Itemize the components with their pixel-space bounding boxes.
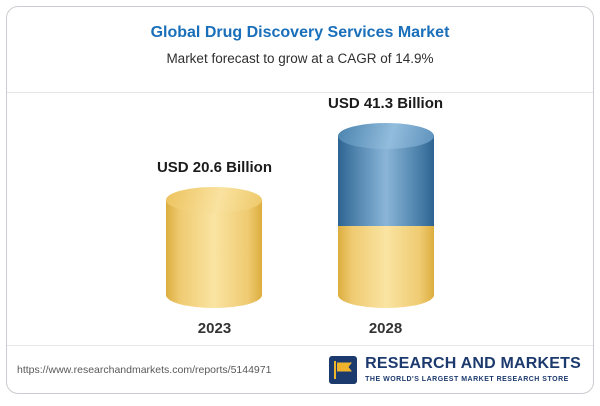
cylinder-bar-chart: USD 20.6 Billion 2023 USD 41.3 Billion 2… <box>7 93 593 345</box>
category-label-2023: 2023 <box>197 320 232 337</box>
cylinder-top-2023 <box>166 187 263 213</box>
bar-2028 <box>337 123 434 308</box>
logo-tagline: THE WORLD'S LARGEST MARKET RESEARCH STOR… <box>365 375 569 383</box>
cylinder-top-2028 <box>337 123 434 149</box>
chart-footer: https://www.researchandmarkets.com/repor… <box>7 345 593 393</box>
flag-icon <box>328 355 358 385</box>
bar-group-2028: USD 41.3 Billion 2028 <box>328 95 443 337</box>
chart-subtitle: Market forecast to grow at a CAGR of 14.… <box>166 51 434 66</box>
cylinder-body-2023 <box>166 200 263 308</box>
researchandmarkets-logo: RESEARCH AND MARKETS THE WORLD'S LARGEST… <box>328 355 581 385</box>
logo-name: RESEARCH AND MARKETS <box>365 355 581 373</box>
cylinder-segment-base-2028 <box>337 226 434 308</box>
chart-card: Global Drug Discovery Services Market Ma… <box>6 6 594 394</box>
bar-group-2023: USD 20.6 Billion 2023 <box>157 159 272 337</box>
page-title: Global Drug Discovery Services Market <box>150 24 450 41</box>
cylinder-segment-junction-2028 <box>337 200 434 226</box>
category-label-2028: 2028 <box>368 320 403 337</box>
value-label-2028: USD 41.3 Billion <box>328 95 444 112</box>
value-label-2023: USD 20.6 Billion <box>156 159 272 176</box>
logo-text-block: RESEARCH AND MARKETS THE WORLD'S LARGEST… <box>365 355 581 383</box>
chart-header: Global Drug Discovery Services Market Ma… <box>7 7 593 93</box>
bar-2023 <box>166 187 263 308</box>
report-url-link[interactable]: https://www.researchandmarkets.com/repor… <box>17 363 272 376</box>
